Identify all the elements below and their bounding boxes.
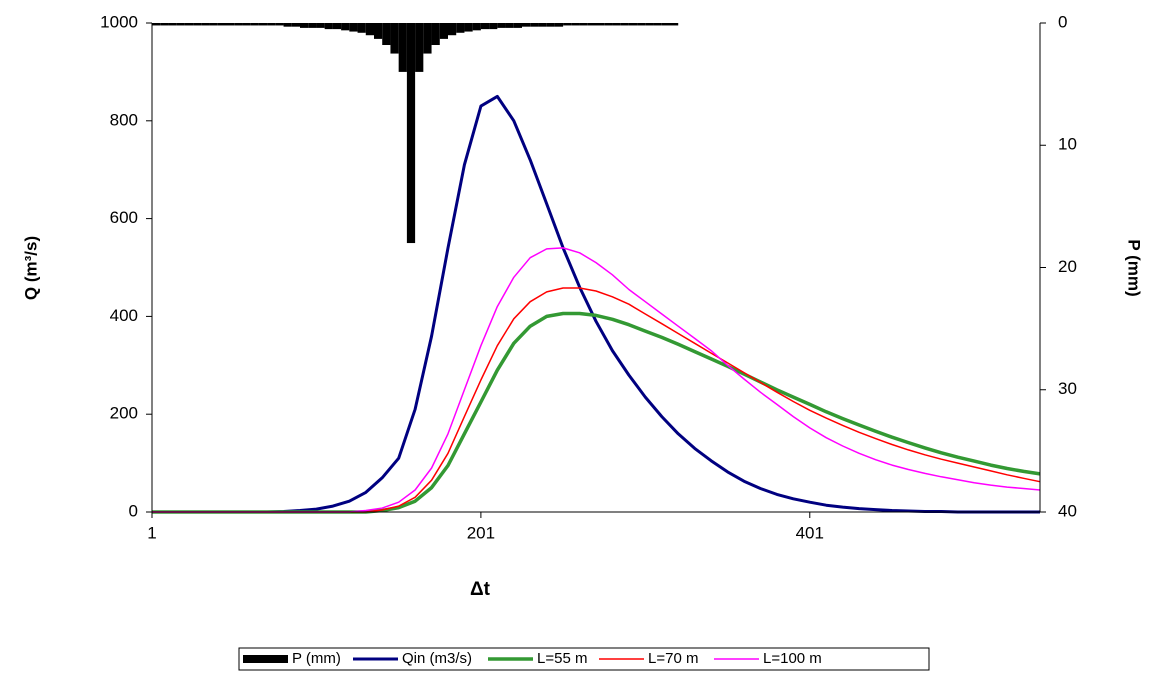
precip-bar [480, 23, 490, 30]
precip-bar [489, 23, 498, 30]
precip-bar [275, 23, 284, 26]
precip-bar [546, 23, 555, 27]
precip-bar [250, 23, 259, 26]
precip-bar [415, 23, 424, 72]
precip-bar [612, 23, 621, 26]
x-tick-label: 201 [467, 523, 495, 542]
precip-bar [209, 23, 218, 26]
precip-bar [587, 23, 596, 26]
y2-tick-label: 30 [1058, 379, 1077, 398]
precip-bar [628, 23, 638, 26]
precip-bar [653, 23, 662, 26]
precip-bar [193, 23, 202, 26]
precip-bar [505, 23, 514, 28]
precip-bar [637, 23, 646, 26]
precip-bar [513, 23, 522, 28]
legend-swatch [243, 655, 288, 663]
precip-bar [645, 23, 654, 26]
precip-bar [300, 23, 309, 28]
precip-bar [160, 23, 169, 26]
precip-bar [308, 23, 317, 28]
y2-tick-label: 10 [1058, 135, 1077, 154]
precip-bar [316, 23, 325, 28]
precip-bar [332, 23, 342, 30]
precip-bar [398, 23, 407, 72]
precip-bar [349, 23, 358, 32]
precip-bar [258, 23, 268, 26]
precip-bar [620, 23, 629, 26]
precip-bar [390, 23, 399, 54]
precip-bar [472, 23, 481, 31]
precip-bar [596, 23, 605, 26]
legend-label: L=70 m [648, 650, 698, 667]
x-tick-label: 1 [147, 523, 156, 542]
y2-tick-label: 0 [1058, 12, 1067, 31]
precip-bar [456, 23, 465, 33]
precip-bar [357, 23, 366, 33]
precip-bar [283, 23, 292, 27]
y-tick-label: 800 [110, 110, 138, 129]
precip-bar [554, 23, 564, 27]
precip-bar [291, 23, 300, 27]
precip-bar [448, 23, 457, 36]
y-tick-label: 400 [110, 306, 138, 325]
series-line [152, 311, 1041, 514]
legend-label: P (mm) [292, 650, 341, 667]
y2-tick-label: 20 [1058, 257, 1077, 276]
precip-bar [382, 23, 391, 46]
series-line [152, 247, 1041, 513]
y-axis-label: Q (m³/s) [21, 236, 40, 300]
precip-bar [184, 23, 194, 26]
precip-bar [522, 23, 531, 27]
x-tick-label: 401 [796, 523, 824, 542]
precip-bar [530, 23, 539, 27]
precip-bar [226, 23, 235, 26]
precip-bar [497, 23, 506, 28]
precip-bar [464, 23, 473, 32]
precip-bar [661, 23, 670, 26]
precip-bar [374, 23, 383, 39]
precip-bar [538, 23, 547, 27]
precip-bar [423, 23, 432, 54]
precip-bar [234, 23, 243, 26]
x-axis-label: Δt [470, 579, 491, 600]
precip-bar [242, 23, 251, 26]
y-tick-label: 200 [110, 404, 138, 423]
precip-bar [341, 23, 350, 31]
y-tick-label: 0 [129, 501, 138, 520]
precip-bar [563, 23, 572, 26]
precip-bar [431, 23, 440, 46]
precip-bar [168, 23, 177, 26]
precip-bar [324, 23, 333, 30]
y-tick-label: 1000 [100, 12, 138, 31]
precip-bar [571, 23, 580, 26]
y2-axis-label: P (mm) [1125, 239, 1144, 296]
legend-label: Qin (m3/s) [402, 650, 472, 667]
precip-bar [152, 23, 161, 26]
precip-bar [604, 23, 613, 26]
legend-label: L=55 m [537, 650, 587, 667]
precip-bar [201, 23, 210, 26]
precip-bar [406, 23, 416, 244]
y2-tick-label: 40 [1058, 501, 1077, 520]
precip-bar [217, 23, 226, 26]
precip-bar [439, 23, 448, 39]
precip-bar [176, 23, 185, 26]
legend-box [238, 647, 930, 671]
y-tick-label: 600 [110, 208, 138, 227]
precip-bar [670, 23, 679, 26]
precip-bar [579, 23, 588, 26]
precip-bar [365, 23, 374, 36]
precip-bar [267, 23, 276, 26]
legend-label: L=100 m [763, 650, 822, 667]
